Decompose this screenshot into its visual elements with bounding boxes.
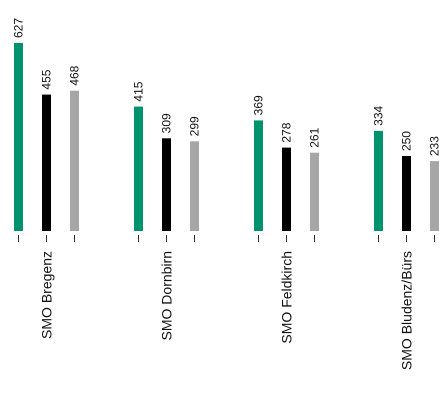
bar-2-series-1 <box>134 107 143 231</box>
value-label: 233 <box>428 136 439 156</box>
value-label: 309 <box>160 113 174 133</box>
bar-3-series-3 <box>310 153 319 231</box>
bar-4-series-3 <box>430 161 439 231</box>
bar-4-series-2 <box>402 156 411 231</box>
value-label: 369 <box>252 95 266 115</box>
category-label: SMO Bludenz/Bürs <box>399 251 415 370</box>
value-label: 468 <box>68 65 82 85</box>
category-label: SMO Feldkirch <box>279 251 295 344</box>
bar-3-series-2 <box>282 148 291 231</box>
value-label: 250 <box>400 131 414 151</box>
category-label: SMO Bregenz <box>39 251 55 339</box>
category-label: SMO Dornbirn <box>159 251 175 340</box>
value-label: 455 <box>40 69 54 89</box>
bar-1-series-3 <box>70 91 79 231</box>
value-label: 278 <box>280 122 294 142</box>
value-label: 415 <box>132 81 146 101</box>
bar-2-series-3 <box>190 141 199 231</box>
bar-1-series-1 <box>14 43 23 231</box>
bar-2-series-2 <box>162 138 171 231</box>
value-label: 261 <box>308 127 322 147</box>
bar-3-series-1 <box>254 120 263 231</box>
bar-4-series-1 <box>374 131 383 231</box>
value-label: 299 <box>188 116 202 136</box>
bar-1-series-2 <box>42 95 51 231</box>
value-label: 627 <box>12 18 26 38</box>
value-label: 334 <box>372 106 386 126</box>
